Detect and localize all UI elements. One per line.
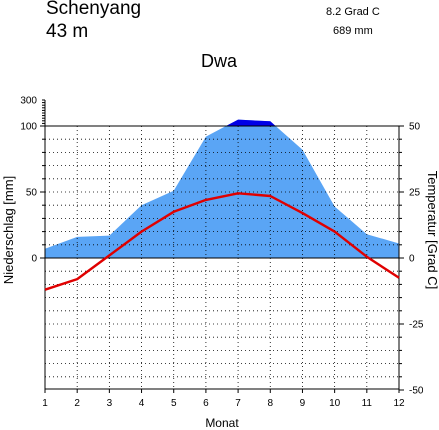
x-tick-label: 10 [329, 398, 341, 409]
precip-tick-label: 0 [31, 254, 37, 265]
x-tick-label: 2 [74, 398, 80, 409]
temp-tick-label: -25 [409, 320, 424, 331]
annual-precipitation: 689 mm [333, 25, 373, 37]
x-tick-label: 3 [107, 398, 113, 409]
x-tick-label: 8 [267, 398, 273, 409]
station-elevation: 43 m [46, 21, 89, 42]
y-axis-label-left: Niederschlag [mm] [1, 176, 16, 284]
climate-class: Dwa [201, 51, 238, 71]
temperature-line [44, 192, 400, 291]
precipitation-area-layer [45, 119, 399, 258]
x-tick-label: 1 [42, 398, 48, 409]
x-axis-label: Monat [205, 416, 239, 430]
y-axis-label-right: Temperatur [Grad C] [425, 171, 439, 290]
grid-layer [45, 126, 399, 389]
precip-tick-label: 50 [26, 188, 38, 199]
precipitation-area [45, 119, 399, 258]
x-tick-label: 6 [203, 398, 209, 409]
precip-tick-label: 100 [20, 122, 37, 133]
precipitation-humid-area [225, 119, 276, 126]
precip-tick-label: 300 [20, 96, 37, 107]
x-tick-label: 7 [235, 398, 241, 409]
temp-tick-label: 50 [409, 122, 421, 133]
temp-tick-label: 25 [409, 188, 421, 199]
x-tick-label: 4 [139, 398, 145, 409]
x-tick-label: 9 [300, 398, 306, 409]
mean-temperature: 8.2 Grad C [326, 6, 380, 18]
temperature-line-layer [44, 192, 400, 291]
x-tick-label: 12 [393, 398, 405, 409]
station-name: Schenyang [46, 0, 142, 19]
x-tick-label: 11 [362, 398, 373, 409]
temp-tick-label: -50 [409, 386, 424, 397]
temp-tick-label: 0 [409, 254, 415, 265]
x-tick-label: 5 [171, 398, 177, 409]
